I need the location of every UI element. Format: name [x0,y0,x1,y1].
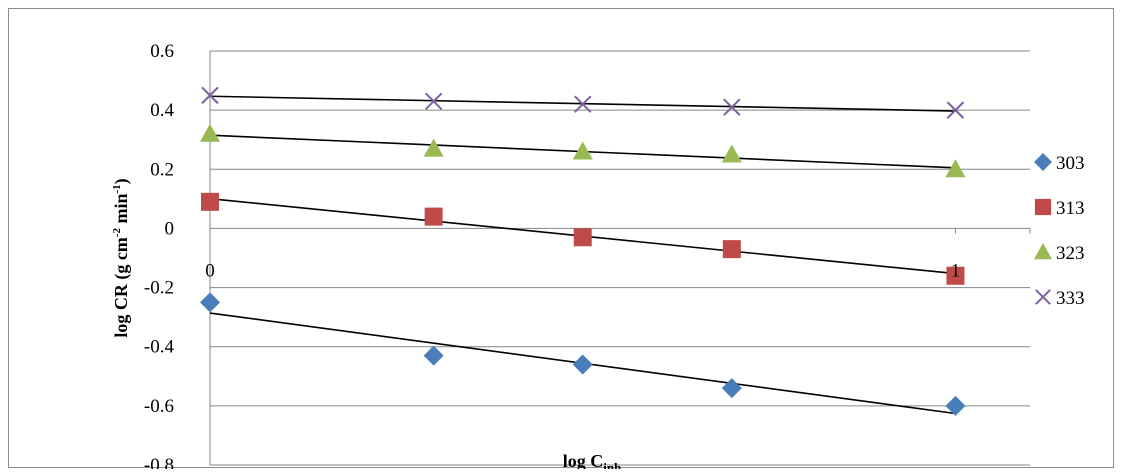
data-point-303 [721,378,742,399]
y-tick-label: -0.4 [144,337,175,358]
legend: 303 313 323 333 [1034,153,1085,309]
y-tick-label: -0.2 [144,278,174,299]
legend-marker-333 [1035,289,1051,305]
chart-area: 0.6 0.4 0.2 0 -0.2 -0.4 -0.6 -0.8 0 1 log CR (g cm… [8,8,1114,469]
data-point-333 [574,95,592,113]
data-point-313 [946,266,965,285]
y-tick-label: -0.8 [144,455,174,469]
y-axis-title: log CR (g cm-2 min-1) [111,178,132,337]
y-tick-label: 0.4 [150,100,174,121]
y-tick-label: 0.2 [150,159,174,180]
scatter-chart: 0.6 0.4 0.2 0 -0.2 -0.4 -0.6 -0.8 0 1 log CR (g cm… [111,41,1085,469]
data-point-333 [946,101,965,119]
data-point-333 [424,92,443,110]
data-point-313 [722,240,741,259]
data-point-323 [200,123,220,142]
data-point-313 [573,228,592,247]
data-point-313 [201,192,219,211]
data-point-303 [945,395,966,416]
data-point-323 [572,141,593,160]
legend-label-323: 323 [1056,243,1085,264]
y-tick-label: -0.6 [144,396,174,417]
legend-label-313: 313 [1056,198,1085,219]
y-tick-label: 0.6 [150,41,174,62]
data-point-323 [423,138,444,157]
data-point-333 [201,86,219,105]
data-point-303 [572,354,593,375]
data-point-333 [723,98,741,116]
data-point-323 [721,144,742,163]
legend-marker-313 [1034,198,1052,216]
data-point-313 [424,207,443,226]
legend-marker-323 [1034,243,1052,260]
x-tick-label: 1 [951,260,961,281]
legend-label-303: 303 [1056,153,1085,174]
axes [209,51,1031,465]
data-point-303 [200,292,220,313]
gridlines [210,50,1030,466]
axis-labels: 0.6 0.4 0.2 0 -0.2 -0.4 -0.6 -0.8 0 1 log CR (g cm… [111,41,960,469]
x-axis-title: log Cinh [563,451,622,469]
x-tick-label: 0 [205,260,215,281]
legend-label-333: 333 [1056,288,1085,309]
data-point-323 [945,159,966,178]
y-tick-label: 0 [165,218,175,239]
data-point-303 [423,345,444,366]
data-points [200,86,966,416]
legend-marker-303 [1034,153,1052,171]
